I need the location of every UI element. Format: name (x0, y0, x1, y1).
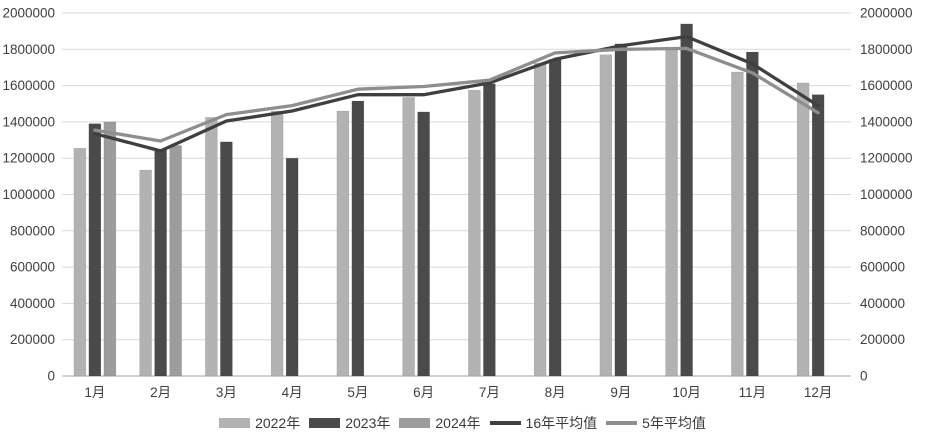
bar-2023年-5月 (351, 100, 365, 377)
y-axis-label-left: 1600000 (2, 78, 55, 93)
bar-2023年-6月 (417, 111, 430, 377)
y-axis-label-left: 1200000 (2, 151, 55, 166)
x-axis-label: 5月 (347, 385, 368, 400)
x-axis-label: 10月 (672, 385, 701, 400)
chart-legend: 2022年 2023年 2024年 16年平均值 5年平均值 (0, 410, 925, 436)
x-axis-label: 12月 (804, 385, 833, 400)
bar-2022年-5月 (336, 110, 350, 377)
y-axis-label-left: 1400000 (2, 114, 55, 129)
y-axis-label-right: 1200000 (860, 151, 913, 166)
bar-2023年-4月 (285, 157, 299, 377)
bar-2022年-2月 (139, 169, 152, 377)
bar-2022年-8月 (533, 62, 547, 377)
legend-swatch-2023-bar (309, 418, 341, 428)
legend-item-2023: 2023年 (309, 413, 390, 433)
bar-2022年-9月 (599, 54, 613, 377)
bar-2023年-11月 (746, 51, 759, 377)
y-axis-label-right: 0 (860, 369, 868, 384)
x-axis-label: 8月 (545, 385, 566, 400)
x-axis-label: 6月 (413, 385, 434, 400)
y-axis-label-left: 1800000 (2, 42, 55, 57)
y-axis-label-right: 800000 (860, 223, 905, 238)
y-axis-label-left: 200000 (10, 332, 55, 347)
y-axis-label-left: 600000 (10, 260, 55, 275)
legend-swatch-2022-bar (219, 418, 251, 428)
bar-2022年-4月 (270, 110, 284, 377)
x-axis-label: 3月 (216, 385, 237, 400)
legend-label-16yr-average: 16年平均值 (525, 415, 598, 431)
bar-2023年-3月 (220, 141, 233, 377)
x-axis-label: 4月 (282, 385, 303, 400)
bar-2023年-1月 (88, 123, 102, 377)
chart-plot-area: 0 0 200000 200000 400000 400000 600000 600000 80… (2, 6, 913, 401)
y-axis-label-left: 400000 (10, 296, 55, 311)
legend-swatch-2024-bar (399, 418, 431, 428)
y-axis-label-right: 1600000 (860, 78, 913, 93)
bar-2022年-1月 (73, 147, 87, 377)
y-axis-label-right: 1400000 (860, 114, 913, 129)
bar-2024年-1月 (103, 121, 117, 377)
x-axis-label: 1月 (84, 385, 105, 400)
bar-2022年-11月 (731, 71, 744, 377)
y-axis-label-right: 2000000 (860, 6, 913, 21)
y-axis-label-right: 200000 (860, 332, 905, 347)
legend-item-2024: 2024年 (399, 413, 481, 433)
bar-2022年-7月 (468, 89, 481, 377)
legend-item-5yr-average: 5年平均值 (606, 413, 706, 433)
y-axis-label-right: 1800000 (860, 42, 913, 57)
legend-label-2022: 2022年 (255, 415, 301, 431)
x-axis-label: 2月 (150, 385, 171, 400)
y-axis-label-right: 1000000 (860, 187, 913, 202)
x-axis-label: 7月 (479, 385, 500, 400)
bar-2023年-9月 (614, 43, 628, 377)
legend-label-5yr-average: 5年平均值 (642, 415, 706, 431)
x-axis-label: 11月 (739, 385, 767, 400)
bar-2022年-12月 (796, 82, 810, 377)
legend-label-2023: 2023年 (345, 415, 391, 431)
bar-2023年-12月 (811, 94, 825, 377)
legend-swatch-5yr-line (606, 421, 638, 425)
bar-2023年-10月 (680, 23, 693, 377)
y-axis-label-left: 0 (47, 369, 55, 384)
bar-2023年-8月 (548, 58, 562, 377)
legend-label-2024: 2024年 (435, 415, 481, 431)
x-axis-label: 9月 (610, 385, 631, 400)
legend-item-16yr-average: 16年平均值 (489, 413, 598, 433)
legend-swatch-16yr-line (489, 421, 521, 425)
legend-item-2022: 2022年 (219, 413, 300, 433)
y-axis-label-right: 400000 (860, 296, 905, 311)
y-axis-label-left: 2000000 (2, 6, 55, 21)
bar-2022年-3月 (205, 117, 218, 377)
y-axis-label-left: 1000000 (2, 187, 55, 202)
bar-2023年-7月 (483, 83, 496, 377)
line-5年平均值 (93, 46, 820, 143)
y-axis-label-right: 600000 (860, 260, 905, 275)
bar-2022年-10月 (665, 48, 678, 377)
line-16年平均值 (93, 34, 820, 153)
bar-2023年-2月 (154, 148, 167, 377)
bar-2024年-2月 (169, 145, 182, 377)
y-axis-label-left: 800000 (10, 223, 55, 238)
bar-2022年-6月 (402, 97, 415, 377)
